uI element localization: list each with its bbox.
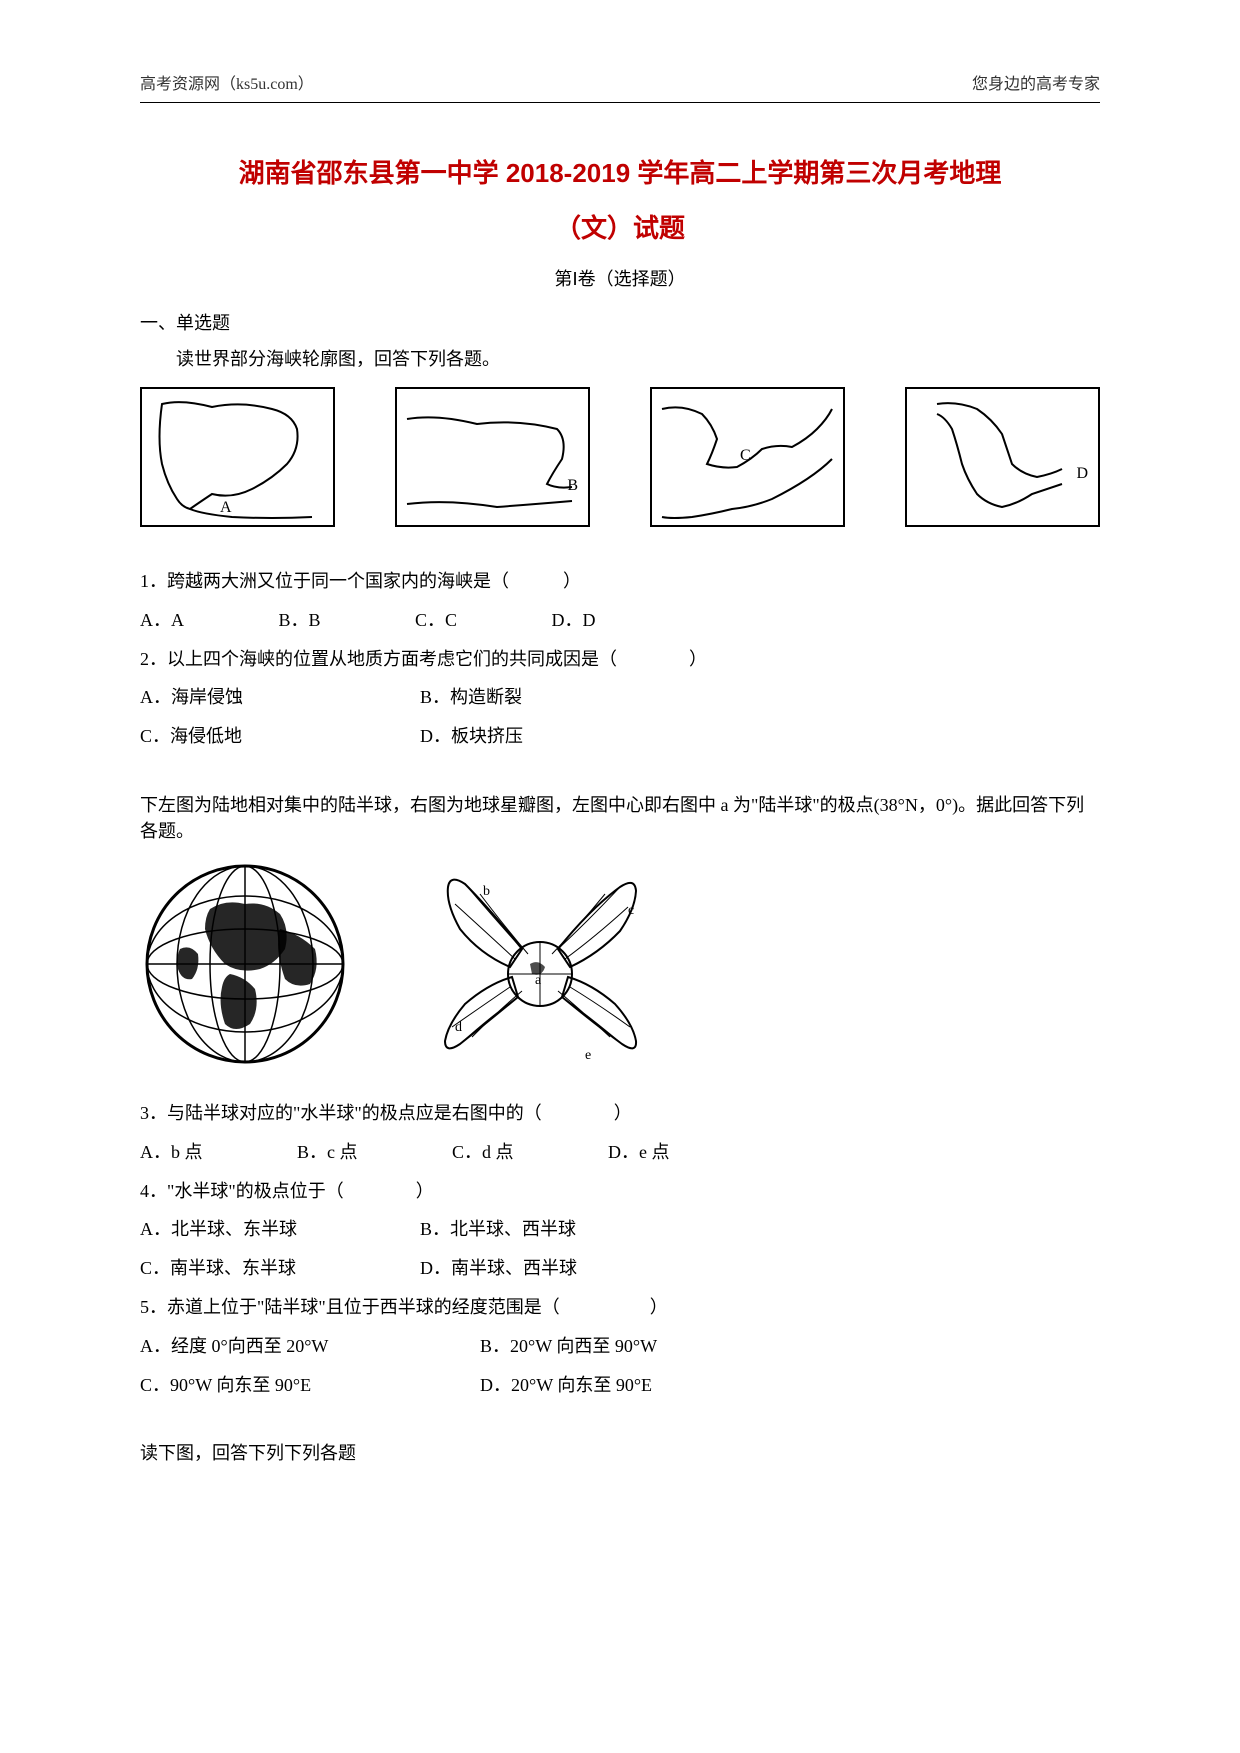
q5-opt-b: B．20°W 向西至 90°W <box>480 1332 760 1361</box>
part1-heading: 一、单选题 <box>140 309 1100 335</box>
q1-text: 1．跨越两大洲又位于同一个国家内的海峡是（ ） <box>140 567 1100 596</box>
q2-text: 2．以上四个海峡的位置从地质方面考虑它们的共同成因是（ ） <box>140 645 1100 674</box>
q3-opt-a: A．b 点 <box>140 1138 203 1167</box>
map-d: D <box>905 387 1100 527</box>
svg-text:a: a <box>535 973 542 988</box>
main-title: 湖南省邵东县第一中学 2018-2019 学年高二上学期第三次月考地理 <box>140 153 1100 190</box>
q2-opt-b: B．构造断裂 <box>420 683 700 712</box>
q4-opt-a: A．北半球、东半球 <box>140 1215 420 1244</box>
map-label-a: A <box>220 499 232 517</box>
header-divider <box>140 102 1100 103</box>
q1-opt-d: D．D <box>552 606 596 635</box>
page-header: 高考资源网（ks5u.com） 您身边的高考专家 <box>140 70 1100 94</box>
header-left: 高考资源网（ks5u.com） <box>140 70 314 94</box>
map-label-c: C <box>740 447 751 465</box>
q3-opt-c: C．d 点 <box>452 1138 514 1167</box>
q5-options-row1: A．经度 0°向西至 20°W B．20°W 向西至 90°W <box>140 1332 1100 1361</box>
q2-opt-d: D．板块挤压 <box>420 722 700 751</box>
strait-maps-row: A B C D <box>140 387 1100 527</box>
instruction-1: 读世界部分海峡轮廓图，回答下列各题。 <box>140 345 1100 371</box>
q4-options-row2: C．南半球、东半球 D．南半球、西半球 <box>140 1254 1100 1283</box>
globe-image <box>140 859 350 1069</box>
q3-options: A．b 点 B．c 点 C．d 点 D．e 点 <box>140 1138 1100 1167</box>
q5-options-row2: C．90°W 向东至 90°E D．20°W 向东至 90°E <box>140 1371 1100 1400</box>
q4-opt-d: D．南半球、西半球 <box>420 1254 700 1283</box>
q2-options-row1: A．海岸侵蚀 B．构造断裂 <box>140 683 1100 712</box>
map-b: B <box>395 387 590 527</box>
q1-options: A．A B．B C．C D．D <box>140 606 1100 635</box>
map-label-d: D <box>1076 465 1088 483</box>
svg-text:c: c <box>628 903 634 918</box>
sub-title: （文）试题 <box>140 208 1100 245</box>
q4-text: 4．"水半球"的极点位于（ ） <box>140 1177 1100 1206</box>
q1-opt-c: C．C <box>415 606 457 635</box>
q3-opt-b: B．c 点 <box>297 1138 358 1167</box>
svg-text:e: e <box>585 1048 591 1063</box>
svg-text:d: d <box>455 1020 462 1035</box>
q5-opt-d: D．20°W 向东至 90°E <box>480 1371 760 1400</box>
q4-options-row1: A．北半球、东半球 B．北半球、西半球 <box>140 1215 1100 1244</box>
map-label-b: B <box>567 477 578 495</box>
q3-opt-d: D．e 点 <box>608 1138 670 1167</box>
q5-opt-a: A．经度 0°向西至 20°W <box>140 1332 480 1361</box>
section-label: 第Ⅰ卷（选择题） <box>140 265 1100 291</box>
q2-opt-c: C．海侵低地 <box>140 722 420 751</box>
q5-text: 5．赤道上位于"陆半球"且位于西半球的经度范围是（ ） <box>140 1293 1100 1322</box>
header-right: 您身边的高考专家 <box>972 70 1100 94</box>
map-a: A <box>140 387 335 527</box>
q2-options-row2: C．海侵低地 D．板块挤压 <box>140 722 1100 751</box>
star-image: a b c d e <box>410 859 670 1069</box>
svg-text:b: b <box>483 884 490 899</box>
instruction-3: 读下图，回答下列下列各题 <box>140 1439 1100 1465</box>
instruction-2: 下左图为陆地相对集中的陆半球，右图为地球星瓣图，左图中心即右图中 a 为"陆半球… <box>140 791 1100 843</box>
q4-opt-c: C．南半球、东半球 <box>140 1254 420 1283</box>
map-c: C <box>650 387 845 527</box>
globe-row: a b c d e <box>140 859 1100 1069</box>
q4-opt-b: B．北半球、西半球 <box>420 1215 700 1244</box>
q2-opt-a: A．海岸侵蚀 <box>140 683 420 712</box>
q1-opt-b: B．B <box>279 606 321 635</box>
q1-opt-a: A．A <box>140 606 184 635</box>
q5-opt-c: C．90°W 向东至 90°E <box>140 1371 480 1400</box>
q3-text: 3．与陆半球对应的"水半球"的极点应是右图中的（ ） <box>140 1099 1100 1128</box>
